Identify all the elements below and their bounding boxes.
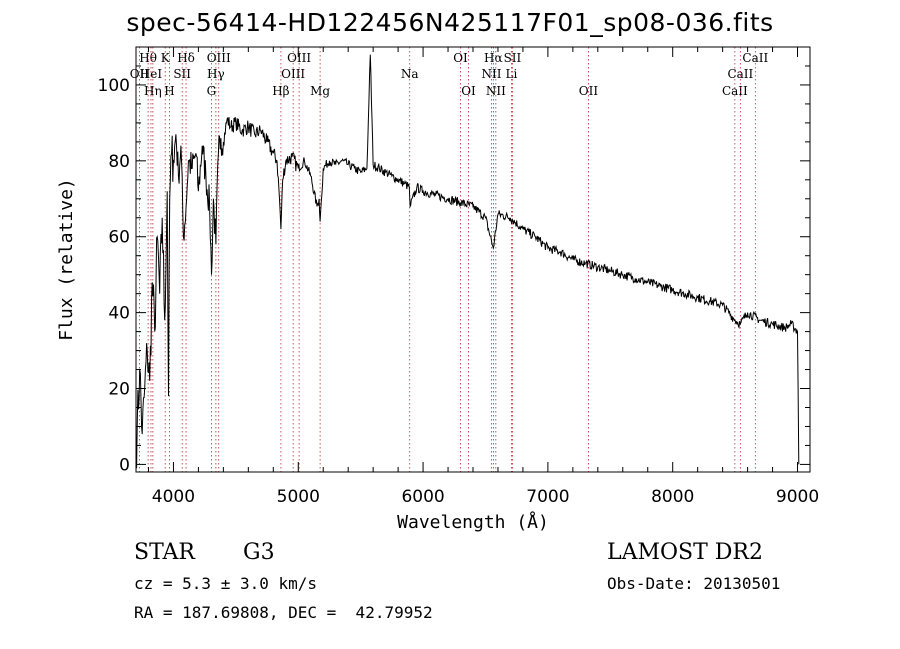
line-marker-label-4: K — [161, 51, 171, 65]
line-marker-label-22: Li — [506, 67, 518, 81]
line-marker-label-12: OIII — [281, 67, 305, 81]
line-marker-label-20: NII — [486, 84, 506, 98]
x-tick-label-1: 5000 — [277, 487, 320, 507]
line-marker-label-21: SII — [504, 51, 522, 65]
line-marker-label-17: OI — [461, 84, 476, 98]
line-marker-label-0: Hθ — [139, 51, 157, 65]
observation-date: Obs-Date: 20130501 — [607, 574, 781, 593]
line-marker-label-7: Hδ — [177, 51, 195, 65]
x-tick-label-5: 9000 — [776, 487, 819, 507]
redshift-velocity: cz = 5.3 ± 3.0 km/s — [134, 574, 318, 593]
y-axis-label: Flux (relative) — [56, 178, 77, 341]
x-tick-label-4: 8000 — [651, 487, 694, 507]
line-marker-label-16: OI — [453, 51, 468, 65]
spectrum-series — [135, 54, 800, 469]
x-tick-label-0: 4000 — [152, 487, 195, 507]
y-tick-label-5: 100 — [98, 76, 130, 96]
y-tick-label-0: 0 — [119, 455, 130, 475]
line-marker-label-11: Hβ — [272, 84, 289, 98]
line-marker-label-13: OIII — [287, 51, 311, 65]
plot-frame — [135, 46, 811, 473]
y-tick-label-4: 80 — [108, 152, 130, 172]
y-tick-label-3: 60 — [108, 228, 130, 248]
line-marker-label-26: CaII — [742, 51, 768, 65]
line-marker-label-15: Na — [401, 67, 419, 81]
line-marker-label-23: OII — [579, 84, 599, 98]
line-marker-label-25: CaII — [727, 67, 753, 81]
object-class: STAR — [134, 540, 195, 565]
x-axis-label: Wavelength (Å) — [397, 511, 549, 533]
survey-name: LAMOST DR2 — [607, 540, 763, 565]
chart-title: spec-56414-HD122456N425117F01_sp08-036.f… — [126, 8, 774, 37]
line-marker-label-24: CaII — [722, 84, 748, 98]
line-marker-label-1: OII — [130, 67, 150, 81]
sky-coordinates: RA = 187.69808, DEC = 42.79952 — [134, 603, 433, 622]
spectrum-line — [135, 54, 800, 469]
line-marker-label-6: SII — [173, 67, 191, 81]
y-axis-ticks: 0 20 40 60 80 100 — [98, 46, 810, 475]
line-marker-label-18: Hα — [484, 51, 503, 65]
y-tick-label-2: 40 — [108, 304, 130, 324]
line-marker-label-8: OIII — [207, 51, 231, 65]
line-marker-label-3: Hη — [144, 84, 162, 98]
line-marker-label-19: NII — [481, 67, 501, 81]
line-marker-label-10: G — [207, 84, 217, 98]
x-tick-label-2: 6000 — [401, 487, 444, 507]
line-marker-label-2: HeI — [140, 67, 163, 81]
y-tick-label-1: 20 — [108, 380, 130, 400]
line-marker-label-5: H — [164, 84, 174, 98]
x-axis-ticks: 4000 5000 6000 7000 8000 9000 — [147, 47, 819, 507]
line-marker-label-9: Hγ — [207, 67, 225, 81]
object-subclass: G3 — [243, 540, 275, 565]
line-marker-label-14: Mg — [310, 84, 330, 98]
x-tick-label-3: 7000 — [526, 487, 569, 507]
